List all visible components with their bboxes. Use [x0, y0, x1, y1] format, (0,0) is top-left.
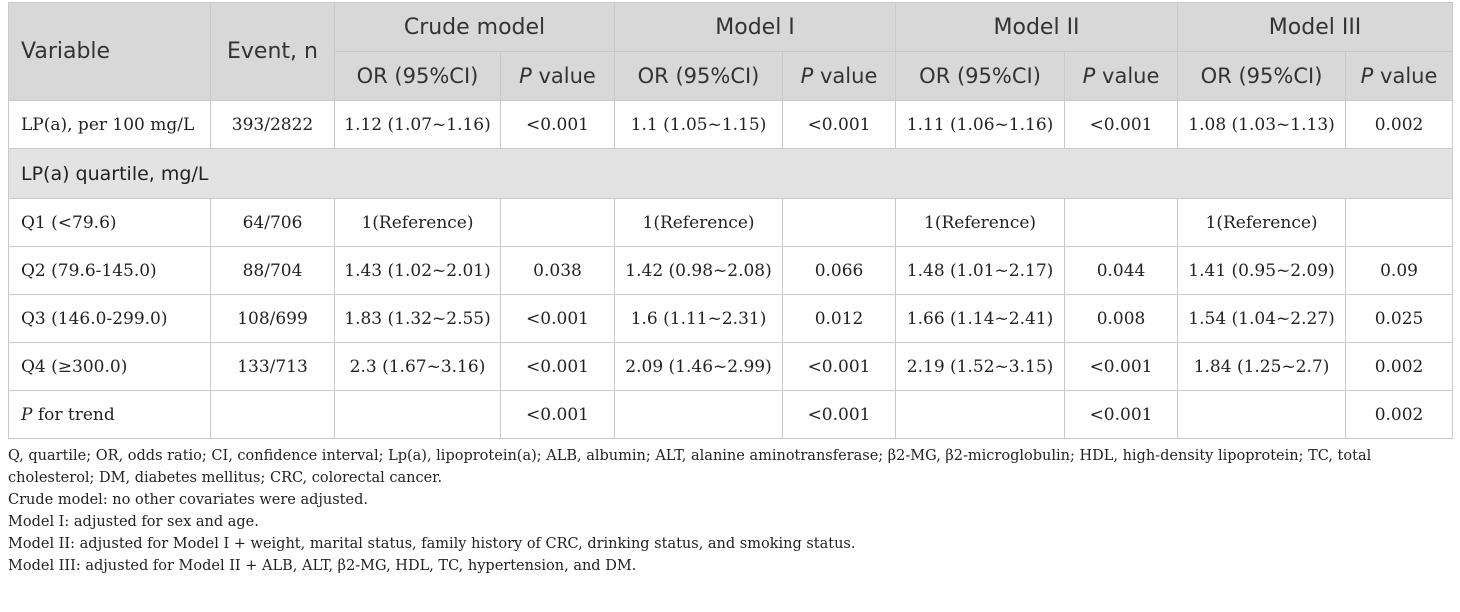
table-row-p-trend: P for trend <0.001 <0.001 <0.001 0.002 [8, 390, 1454, 439]
subheader-or: OR (95%CI) [1177, 51, 1347, 101]
col-header-variable: Variable [8, 2, 211, 101]
or-cell: 2.19 (1.52~3.15) [895, 342, 1066, 391]
or-cell [1177, 390, 1347, 439]
footnote-model-1: Model I: adjusted for sex and age. [8, 514, 259, 530]
p-value-cell [1064, 198, 1179, 247]
subheader-p-value: P value [499, 51, 616, 101]
subheader-p-value: P value [1345, 51, 1454, 101]
p-value-cell: <0.001 [499, 294, 616, 343]
p-value-cell: 0.044 [1064, 246, 1179, 295]
subheader-or: OR (95%CI) [334, 51, 501, 101]
p-value-cell: 0.025 [1345, 294, 1454, 343]
header-row-2: OR (95%CI) P value OR (95%CI) P value OR… [9, 51, 1454, 101]
p-value-cell: 0.008 [1064, 294, 1179, 343]
event-cell: 393/2822 [210, 100, 335, 149]
table-row-q3: Q3 (146.0-299.0) 108/699 1.83 (1.32~2.55… [8, 294, 1454, 343]
table-footnotes: Q, quartile; OR, odds ratio; CI, confide… [8, 445, 1452, 577]
footnote-model-2: Model II: adjusted for Model I + weight,… [8, 536, 856, 552]
p-value-cell: <0.001 [1064, 100, 1179, 149]
event-cell: 108/699 [210, 294, 335, 343]
footnote-crude-model: Crude model: no other covariates were ad… [8, 492, 368, 508]
row-label: Q1 (<79.6) [8, 198, 211, 247]
event-cell [210, 390, 335, 439]
table-row-lpa-continuous: LP(a), per 100 mg/L 393/2822 1.12 (1.07~… [8, 100, 1454, 149]
p-value-cell: <0.001 [1064, 390, 1179, 439]
table-container: Variable Event, n Crude model Model I Mo… [7, 2, 1454, 577]
col-header-model-3: Model III [1177, 2, 1454, 52]
p-value-cell: 0.002 [1345, 342, 1454, 391]
subheader-or: OR (95%CI) [895, 51, 1066, 101]
or-cell: 1.66 (1.14~2.41) [895, 294, 1066, 343]
or-cell: 2.3 (1.67~3.16) [334, 342, 501, 391]
or-cell: 1.08 (1.03~1.13) [1177, 100, 1347, 149]
p-value-cell: <0.001 [1064, 342, 1179, 391]
or-cell: 1(Reference) [614, 198, 784, 247]
or-cell: 1.41 (0.95~2.09) [1177, 246, 1347, 295]
or-cell: 1.42 (0.98~2.08) [614, 246, 784, 295]
row-label: Q3 (146.0-299.0) [8, 294, 211, 343]
or-cell [334, 390, 501, 439]
table-row-q2: Q2 (79.6-145.0) 88/704 1.43 (1.02~2.01) … [8, 246, 1454, 295]
or-cell: 1(Reference) [334, 198, 501, 247]
col-header-model-2: Model II [895, 2, 1179, 52]
p-value-cell: 0.066 [782, 246, 897, 295]
or-cell: 1.11 (1.06~1.16) [895, 100, 1066, 149]
event-cell: 133/713 [210, 342, 335, 391]
or-cell: 1.84 (1.25~2.7) [1177, 342, 1347, 391]
col-header-event: Event, n [210, 2, 335, 101]
or-cell: 1.54 (1.04~2.27) [1177, 294, 1347, 343]
table-row-q1: Q1 (<79.6) 64/706 1(Reference) 1(Referen… [8, 198, 1454, 247]
or-cell [614, 390, 784, 439]
p-value-cell: <0.001 [499, 100, 616, 149]
p-value-cell: <0.001 [782, 390, 897, 439]
p-value-cell: 0.002 [1345, 390, 1454, 439]
or-cell: 1.43 (1.02~2.01) [334, 246, 501, 295]
row-label: LP(a), per 100 mg/L [8, 100, 211, 149]
col-header-model-1: Model I [614, 2, 897, 52]
or-cell: 1.1 (1.05~1.15) [614, 100, 784, 149]
subheader-p-value: P value [782, 51, 897, 101]
p-value-cell: <0.001 [499, 342, 616, 391]
p-value-cell: 0.038 [499, 246, 616, 295]
section-label: LP(a) quartile, mg/L [7, 148, 1454, 199]
p-value-cell: 0.09 [1345, 246, 1454, 295]
footnote-abbreviations: Q, quartile; OR, odds ratio; CI, confide… [8, 448, 1372, 486]
or-cell: 1.12 (1.07~1.16) [334, 100, 501, 149]
p-value-cell: <0.001 [782, 342, 897, 391]
or-cell: 2.09 (1.46~2.99) [614, 342, 784, 391]
or-cell: 1(Reference) [1177, 198, 1347, 247]
p-value-cell [499, 198, 616, 247]
subheader-or: OR (95%CI) [614, 51, 784, 101]
results-table: Variable Event, n Crude model Model I Mo… [7, 2, 1454, 439]
p-value-cell: <0.001 [782, 100, 897, 149]
or-cell: 1.48 (1.01~2.17) [895, 246, 1066, 295]
row-label: Q2 (79.6-145.0) [8, 246, 211, 295]
or-cell: 1.6 (1.11~2.31) [614, 294, 784, 343]
p-value-cell: <0.001 [499, 390, 616, 439]
col-header-crude-model: Crude model [333, 2, 616, 52]
or-cell: 1(Reference) [895, 198, 1066, 247]
footnote-model-3: Model III: adjusted for Model II + ALB, … [8, 558, 637, 574]
p-value-cell [782, 198, 897, 247]
row-label: Q4 (≥300.0) [8, 342, 211, 391]
p-value-cell [1345, 198, 1454, 247]
section-row: LP(a) quartile, mg/L [7, 148, 1454, 199]
table-row-q4: Q4 (≥300.0) 133/713 2.3 (1.67~3.16) <0.0… [8, 342, 1454, 391]
header-row-1: Variable Event, n Crude model Model I Mo… [8, 2, 1454, 101]
or-cell: 1.83 (1.32~2.55) [334, 294, 501, 343]
event-cell: 88/704 [210, 246, 335, 295]
p-value-cell: 0.012 [782, 294, 897, 343]
subheader-p-value: P value [1064, 51, 1179, 101]
or-cell [895, 390, 1066, 439]
p-value-cell: 0.002 [1345, 100, 1454, 149]
row-label: P for trend [8, 390, 211, 439]
event-cell: 64/706 [210, 198, 335, 247]
